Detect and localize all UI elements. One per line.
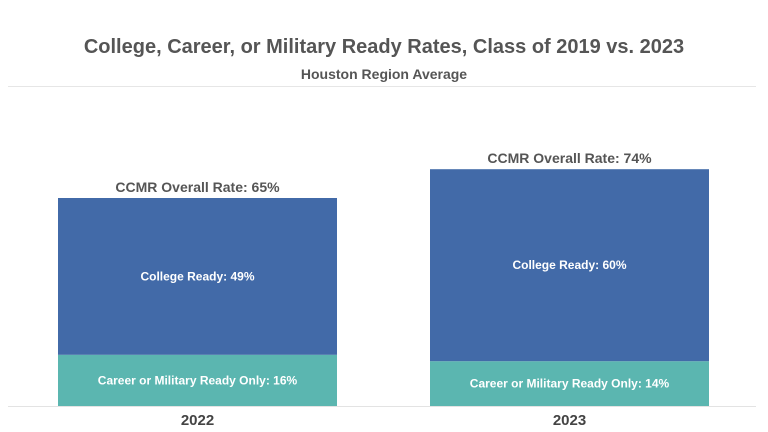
- x-tick-label-2023: 2023: [553, 412, 586, 429]
- career-military-label-2022: Career or Military Ready Only: 16%: [98, 373, 298, 387]
- college-ready-bar-2022: [58, 198, 337, 355]
- college-ready-label-2022: College Ready: 49%: [140, 269, 254, 283]
- x-tick-label-2022: 2022: [181, 412, 214, 429]
- chart-subtitle: Houston Region Average: [300, 66, 468, 82]
- college-ready-bar-2023: [430, 169, 709, 362]
- career-military-bar-2023: [430, 361, 709, 406]
- college-ready-label-2023: College Ready: 60%: [512, 258, 626, 272]
- header-divider: [8, 86, 756, 87]
- career-military-bar-2022: [58, 354, 337, 406]
- overall-rate-label-2023: CCMR Overall Rate: 74%: [487, 150, 652, 166]
- overall-rate-label-2022: CCMR Overall Rate: 65%: [115, 179, 280, 195]
- chart-title: College, Career, or Military Ready Rates…: [83, 36, 685, 58]
- career-military-label-2023: Career or Military Ready Only: 14%: [470, 377, 670, 391]
